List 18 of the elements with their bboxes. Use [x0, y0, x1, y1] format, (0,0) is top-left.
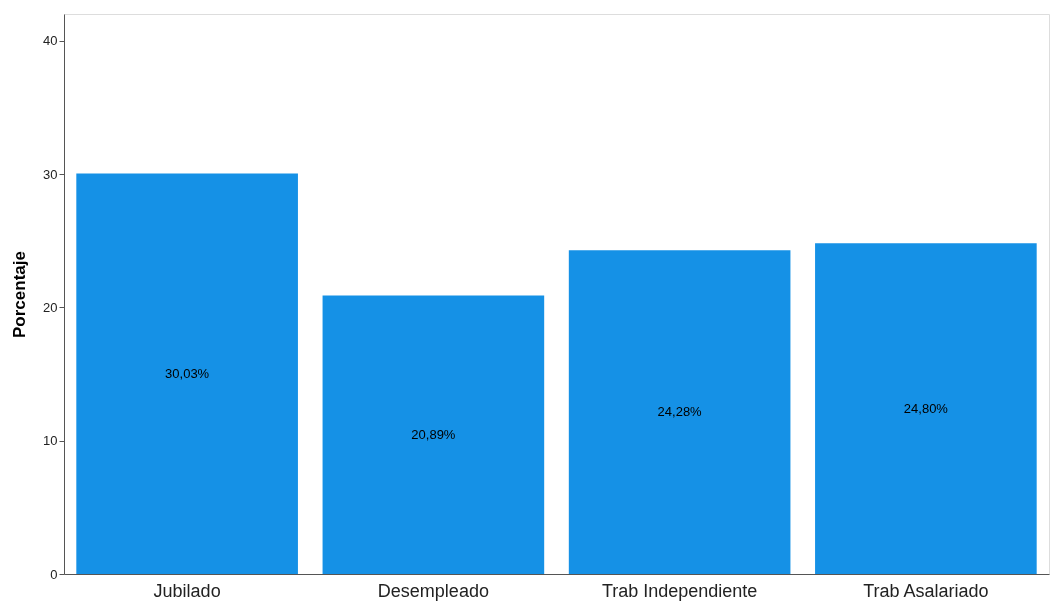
data-label: 24,28% [657, 404, 703, 420]
y-tick-label: 40 [43, 33, 58, 49]
bar [322, 295, 545, 574]
y-tick-label: 0 [50, 566, 58, 582]
data-label: 30,03% [165, 365, 210, 381]
data-label: 20,89% [411, 426, 456, 442]
bar [568, 250, 791, 574]
y-tick-label: 20 [43, 299, 58, 315]
y-tick-label: 30 [43, 166, 58, 182]
x-tick-label: Desempleado [377, 580, 489, 601]
data-label: 24,80% [903, 400, 949, 416]
y-axis-title: Porcentaje [10, 251, 30, 338]
bar [815, 243, 1037, 574]
x-tick-label: Jubilado [153, 580, 221, 601]
bar [76, 173, 298, 574]
x-tick-label: Trab Asalariado [863, 580, 989, 601]
x-tick-label: Trab Independiente [601, 580, 758, 601]
y-tick-label: 10 [43, 433, 58, 449]
